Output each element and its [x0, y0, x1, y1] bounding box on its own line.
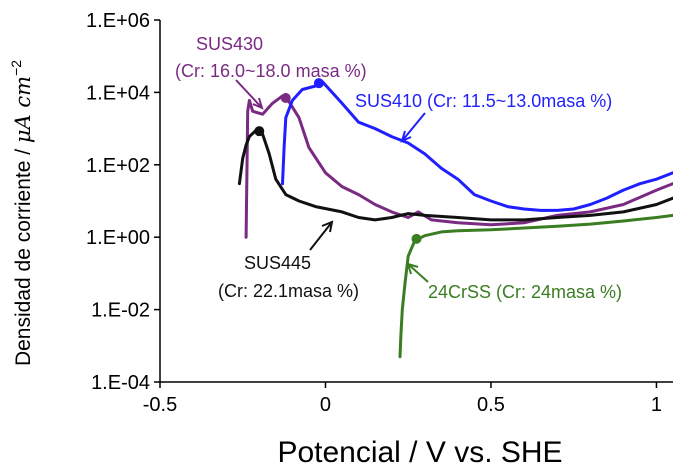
- arrow-sus410: [400, 112, 426, 143]
- y-tick-label: 1.E+06: [86, 10, 150, 32]
- x-tick-label: 0: [320, 394, 331, 416]
- peak-marker-3: [254, 126, 265, 137]
- y-tick-label: 1.E+02: [86, 155, 150, 177]
- y-axis-title: Densidad de corriente / μA cm−2: [8, 60, 35, 366]
- arrow-sus445: [309, 220, 334, 251]
- y-tick-label: 1.E-04: [91, 372, 150, 394]
- y-axis-title-exponent: −2: [8, 60, 24, 76]
- peak-marker-4: [411, 233, 422, 244]
- arrow-sus430: [235, 79, 264, 110]
- y-tick-label: 1.E+04: [86, 82, 150, 104]
- y-tick-label: 1.E-02: [91, 300, 150, 322]
- series-line-24crss: [398, 213, 673, 359]
- annotation-sus445-line2: (Cr: 22.1masa %): [218, 281, 359, 301]
- series-line-sus410: [281, 80, 673, 212]
- annotation-24crss: 24CrSS (Cr: 24masa %): [428, 282, 622, 302]
- annotation-sus410: SUS410 (Cr: 11.5~13.0masa %): [355, 91, 612, 111]
- y-tick-label: 1.E+00: [86, 227, 150, 249]
- y-axis-title-text: Densidad de corriente /: [12, 143, 35, 366]
- x-tick-label: 1: [651, 394, 662, 416]
- annotation-sus445-line1: SUS445: [244, 253, 311, 273]
- x-axis-title: Potencial / V vs. SHE: [277, 436, 562, 469]
- peak-marker-2: [313, 78, 324, 89]
- peak-marker-1: [280, 93, 291, 104]
- x-tick-label: 0.5: [477, 394, 505, 416]
- annotation-sus430-line1: SUS430: [196, 34, 263, 54]
- arrow-24crss: [406, 262, 429, 283]
- annotation-sus430-line2: (Cr: 16.0~18.0 masa %): [175, 61, 367, 81]
- axes: 1.E-04 1.E-02 1.E+00 1.E+02 1.E+04 1.E+06 -0.5…: [86, 10, 673, 416]
- y-axis-title-unit: μA cm: [11, 76, 35, 143]
- x-tick-label: -0.5: [143, 394, 177, 416]
- series-line-sus430: [244, 94, 673, 239]
- plot-area: [237, 78, 673, 359]
